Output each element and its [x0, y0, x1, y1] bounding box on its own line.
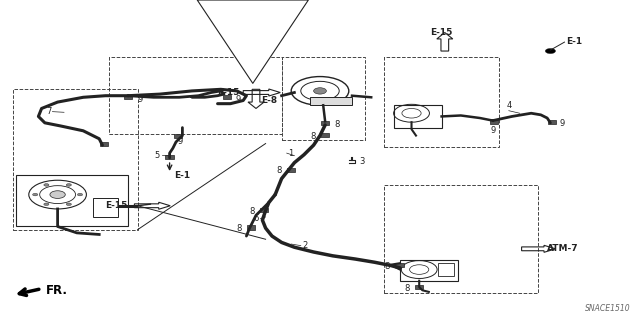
Text: 2: 2: [302, 241, 307, 250]
Text: 8: 8: [385, 262, 390, 271]
Bar: [438, 263, 454, 276]
Bar: [396, 263, 404, 267]
Bar: [548, 120, 556, 124]
Text: E-1: E-1: [566, 37, 582, 46]
Bar: [321, 133, 329, 137]
Circle shape: [50, 191, 65, 198]
Circle shape: [44, 184, 49, 186]
Text: E-15: E-15: [431, 28, 452, 37]
Bar: [247, 225, 255, 230]
Circle shape: [77, 193, 83, 196]
Bar: [384, 57, 499, 147]
Text: 8: 8: [237, 224, 242, 233]
Circle shape: [67, 184, 72, 186]
Bar: [260, 208, 269, 212]
Text: 3: 3: [360, 157, 365, 166]
Bar: [223, 95, 232, 100]
Text: 4: 4: [506, 101, 511, 110]
Bar: [109, 57, 282, 134]
Text: ATM-7: ATM-7: [547, 244, 579, 253]
Text: 6: 6: [254, 214, 259, 223]
Text: 8: 8: [310, 132, 316, 141]
Bar: [287, 168, 296, 172]
Bar: [282, 57, 365, 140]
Bar: [310, 97, 352, 105]
Text: FR.: FR.: [46, 284, 68, 297]
Bar: [490, 119, 499, 123]
Text: 8: 8: [276, 167, 282, 175]
Text: E-8: E-8: [261, 96, 277, 105]
Bar: [394, 105, 442, 128]
Bar: [165, 155, 174, 159]
Circle shape: [314, 88, 326, 94]
Text: 1: 1: [288, 149, 293, 158]
Text: 9: 9: [138, 95, 143, 104]
Text: 9: 9: [236, 95, 241, 104]
Text: E-1: E-1: [174, 171, 190, 180]
Bar: [100, 142, 109, 146]
Text: 5: 5: [155, 151, 160, 160]
Text: 7: 7: [46, 107, 51, 116]
Text: 9: 9: [490, 126, 495, 135]
Circle shape: [33, 193, 38, 196]
Text: 8: 8: [250, 207, 255, 216]
Bar: [400, 260, 458, 281]
Bar: [124, 95, 132, 100]
Text: 9: 9: [178, 137, 183, 146]
Text: E-15: E-15: [218, 88, 240, 97]
Text: SNACE1510: SNACE1510: [585, 304, 630, 313]
Bar: [13, 89, 138, 230]
Text: 8: 8: [404, 284, 410, 293]
Text: E-15: E-15: [246, 55, 269, 64]
Text: 8: 8: [334, 120, 339, 129]
Text: E-15: E-15: [106, 201, 128, 210]
Bar: [384, 185, 538, 293]
Bar: [174, 134, 182, 138]
Circle shape: [545, 48, 556, 54]
Text: 9: 9: [560, 119, 565, 128]
Circle shape: [44, 203, 49, 205]
Circle shape: [66, 203, 71, 205]
Bar: [415, 285, 424, 289]
Bar: [321, 121, 330, 125]
Bar: [93, 198, 118, 217]
